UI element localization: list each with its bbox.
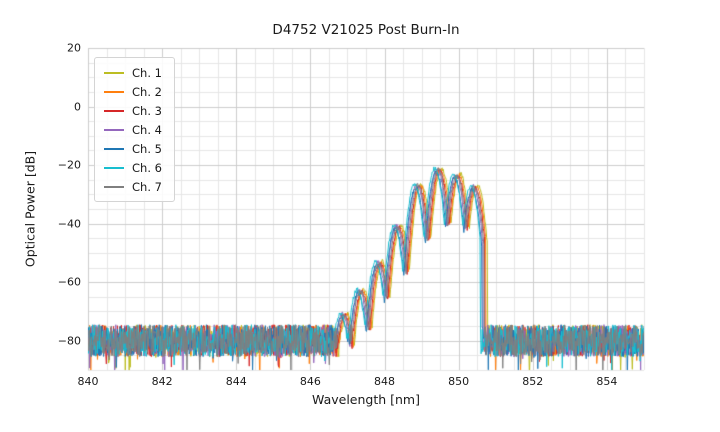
y-tick-label: −40	[57, 217, 81, 231]
legend-item-ch-2: Ch. 2	[104, 82, 162, 101]
x-axis-label: Wavelength [nm]	[312, 392, 420, 407]
y-tick-label: 20	[67, 41, 81, 55]
legend-item-ch-4: Ch. 4	[104, 120, 162, 139]
legend-line-swatch	[104, 71, 124, 74]
legend-line-swatch	[104, 90, 124, 93]
legend-item-ch-3: Ch. 3	[104, 101, 162, 120]
x-tick-label: 844	[225, 375, 247, 388]
y-tick-label: −20	[57, 158, 81, 172]
x-tick-label: 840	[77, 375, 99, 388]
legend-line-swatch	[104, 166, 124, 169]
legend-label: Ch. 6	[132, 160, 162, 175]
legend-label: Ch. 3	[132, 103, 162, 118]
x-tick-label: 846	[299, 375, 321, 388]
legend-line-swatch	[104, 147, 124, 150]
legend-line-swatch	[104, 128, 124, 131]
x-tick-label: 850	[448, 375, 470, 388]
legend-item-ch-7: Ch. 7	[104, 177, 162, 196]
legend-line-swatch	[104, 185, 124, 188]
x-tick-label: 852	[522, 375, 544, 388]
legend-label: Ch. 7	[132, 179, 162, 194]
legend-label: Ch. 4	[132, 122, 162, 137]
y-tick-label: −80	[57, 334, 81, 348]
legend-label: Ch. 2	[132, 84, 162, 99]
legend-line-swatch	[104, 109, 124, 112]
chart-title: D4752 V21025 Post Burn-In	[272, 22, 460, 38]
y-tick-label: −60	[57, 275, 81, 289]
legend: Ch. 1 Ch. 2 Ch. 3 Ch. 4 Ch. 5 Ch. 6 Ch. 7	[94, 57, 175, 202]
y-tick-label: 0	[74, 100, 81, 114]
x-tick-label: 848	[374, 375, 396, 388]
legend-item-ch-5: Ch. 5	[104, 139, 162, 158]
legend-label: Ch. 5	[132, 141, 162, 156]
legend-item-ch-6: Ch. 6	[104, 158, 162, 177]
x-tick-label: 854	[596, 375, 618, 388]
legend-item-ch-1: Ch. 1	[104, 63, 162, 82]
x-tick-label: 842	[151, 375, 173, 388]
legend-label: Ch. 1	[132, 65, 162, 80]
y-axis-label: Optical Power [dB]	[22, 150, 38, 268]
